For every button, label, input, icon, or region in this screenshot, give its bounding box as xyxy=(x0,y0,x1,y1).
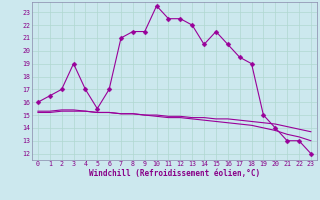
X-axis label: Windchill (Refroidissement éolien,°C): Windchill (Refroidissement éolien,°C) xyxy=(89,169,260,178)
